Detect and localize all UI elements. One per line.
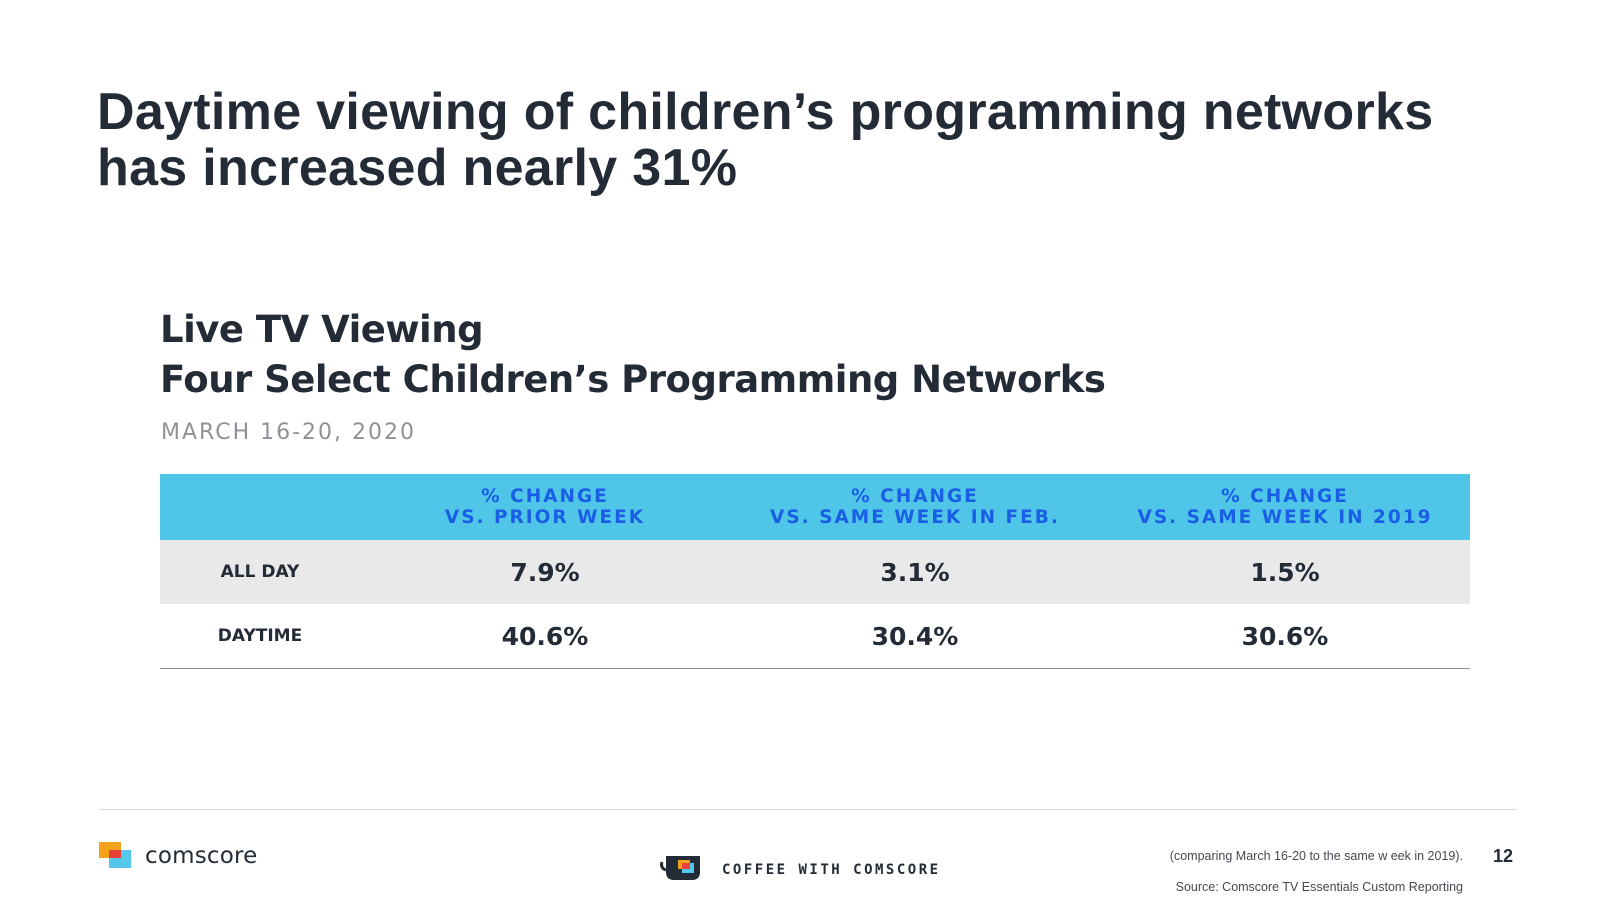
source-note: Source: Comscore TV Essentials Custom Re… bbox=[1175, 880, 1463, 894]
page-title: Daytime viewing of children’s programmin… bbox=[97, 84, 1497, 196]
footnote: (comparing March 16-20 to the same w eek… bbox=[1169, 849, 1463, 863]
table-cell: 1.5% bbox=[1250, 557, 1320, 587]
comscore-logo-icon bbox=[99, 842, 133, 870]
table-row-daytime: DAYTIME 40.6% 30.4% 30.6% bbox=[160, 604, 1470, 669]
comscore-logo: comscore bbox=[99, 842, 258, 870]
table-cell: 30.6% bbox=[1241, 621, 1329, 651]
header-same-week-2019: % CHANGE VS. SAME WEEK IN 2019 bbox=[1100, 486, 1470, 528]
table-title: Live TV Viewing Four Select Children’s P… bbox=[160, 305, 1106, 405]
data-table: % CHANGE VS. PRIOR WEEK % CHANGE VS. SAM… bbox=[160, 474, 1470, 669]
table-cell: 30.4% bbox=[871, 621, 959, 651]
header-line-1: % CHANGE bbox=[851, 486, 979, 507]
coffee-with-comscore-logo: COFFEE WITH COMSCORE bbox=[660, 852, 941, 887]
header-same-week-feb: % CHANGE VS. SAME WEEK IN FEB. bbox=[730, 486, 1100, 528]
header-line-1: % CHANGE bbox=[1221, 486, 1349, 507]
table-row-all-day: ALL DAY 7.9% 3.1% 1.5% bbox=[160, 540, 1470, 604]
coffee-with-comscore-text: COFFEE WITH COMSCORE bbox=[722, 861, 941, 878]
table-header: % CHANGE VS. PRIOR WEEK % CHANGE VS. SAM… bbox=[160, 474, 1470, 540]
page-title-line-1: Daytime viewing of children’s programmin… bbox=[97, 83, 1434, 141]
header-prior-week: % CHANGE VS. PRIOR WEEK bbox=[360, 486, 730, 528]
row-label: ALL DAY bbox=[220, 562, 300, 582]
table-cell: 7.9% bbox=[510, 557, 580, 587]
table-cell: 3.1% bbox=[880, 557, 950, 587]
table-cell: 40.6% bbox=[501, 621, 589, 651]
comscore-logo-text: comscore bbox=[145, 843, 258, 869]
footer-divider bbox=[99, 809, 1517, 810]
table-title-line-2: Four Select Children’s Programming Netwo… bbox=[160, 358, 1106, 401]
page-title-line-2: has increased nearly 31% bbox=[97, 139, 738, 197]
table-title-line-1: Live TV Viewing bbox=[160, 308, 484, 351]
header-line-2: VS. SAME WEEK IN 2019 bbox=[1137, 507, 1433, 528]
header-line-2: VS. PRIOR WEEK bbox=[444, 507, 646, 528]
coffee-cup-icon bbox=[660, 852, 710, 887]
header-line-1: % CHANGE bbox=[481, 486, 609, 507]
header-line-2: VS. SAME WEEK IN FEB. bbox=[770, 507, 1060, 528]
row-label: DAYTIME bbox=[217, 626, 303, 646]
date-range: MARCH 16-20, 2020 bbox=[161, 420, 417, 445]
page-number: 12 bbox=[1492, 846, 1513, 866]
